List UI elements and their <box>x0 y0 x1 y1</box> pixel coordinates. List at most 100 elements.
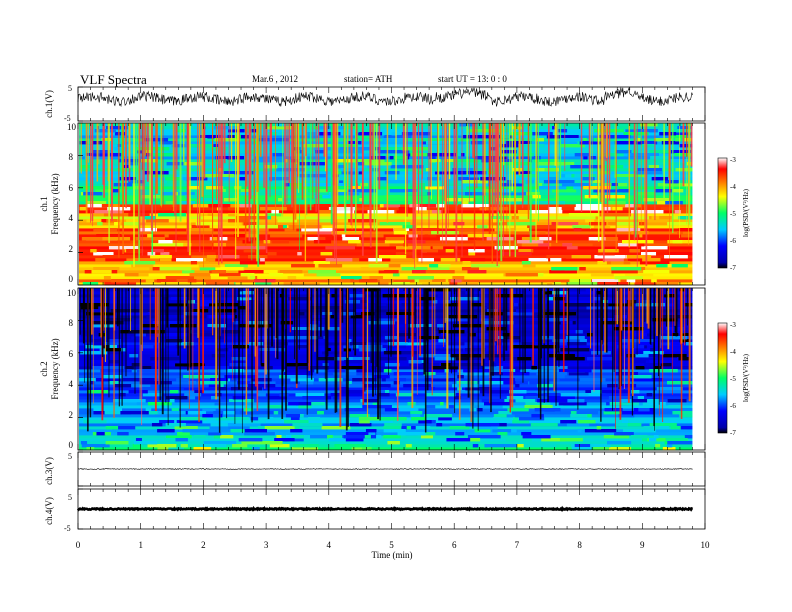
ch2-spectrogram-texture <box>171 408 179 412</box>
ch2-spectrogram-texture <box>179 417 207 421</box>
ch2-spectrogram-texture <box>494 306 525 310</box>
ch1-spectrogram-texture <box>91 270 112 274</box>
ch1-spectrogram-texture <box>318 264 343 268</box>
ch2-spectrogram-streak <box>82 288 85 344</box>
ch2-spectrogram-texture <box>269 294 280 298</box>
ch1-ylabel: ch.1(V) <box>44 90 54 118</box>
ch1-spectrogram-texture <box>678 228 693 232</box>
ch2-spec-ytick-8: 8 <box>69 318 74 328</box>
ch2-spectrogram-texture <box>502 369 514 373</box>
ch2-spectrogram-streak <box>679 288 682 345</box>
ch1-spectrogram-streak <box>395 123 397 180</box>
ch1-spectrogram-texture <box>597 282 629 286</box>
ch2-colorbar-tick: -7 <box>730 429 736 437</box>
ch1-colorbar-tick: -4 <box>730 183 736 191</box>
ch1-spectrogram-streak <box>344 123 347 233</box>
ch1-spectrogram-texture <box>379 204 384 208</box>
ch2-spectrogram-texture <box>450 363 483 367</box>
ch2-spectrogram-texture <box>539 375 565 379</box>
ch1-spectrogram-texture <box>414 210 438 214</box>
ch2-spectrogram-texture <box>478 354 512 358</box>
ch1-spectrogram-texture <box>498 201 530 205</box>
ch1-spectrogram-texture <box>158 240 173 244</box>
ch1-spectrogram-texture <box>192 123 211 127</box>
ch2-spectrogram-texture <box>269 366 273 370</box>
ch1-spectrogram-texture <box>287 276 297 280</box>
ch1-spectrogram-texture <box>452 276 465 280</box>
ch2-spectrogram-texture <box>279 393 289 397</box>
ch1-spectrogram-texture <box>359 198 363 202</box>
ch2-spectrogram-texture <box>680 426 693 430</box>
ch2-spectrogram-texture <box>121 411 149 415</box>
ch2-spectrogram-streak <box>118 288 120 407</box>
ch2-spectrogram-texture <box>541 438 566 442</box>
ch1-spectrogram-texture <box>348 141 362 145</box>
ch2-spectrogram-texture <box>637 396 645 400</box>
ch2-spectrogram-texture <box>150 357 180 361</box>
ch1-spectrogram-texture <box>494 165 519 169</box>
ch2-spectrogram-band <box>79 327 693 331</box>
ch1-spectrogram-streak <box>444 123 446 214</box>
ch2-spectrogram-streak <box>104 288 106 362</box>
ch1-spectrogram-streak <box>111 123 113 222</box>
ch1-spectrogram-streak <box>506 123 508 235</box>
ch1-spectrogram-texture <box>279 270 303 274</box>
ch2-spectrogram-streak <box>665 288 667 327</box>
ch2-spectrogram-texture <box>655 444 661 448</box>
ch1-spectrogram-texture <box>291 264 315 268</box>
ch1-spectrogram-streak <box>288 123 291 184</box>
ch3-waveform-line <box>77 468 693 470</box>
ch1-spectrogram-texture <box>276 168 306 172</box>
ch2-spectrogram-texture <box>349 423 372 427</box>
ch2-spectrogram-streak <box>149 288 151 340</box>
ch1-spectrogram-streak <box>294 123 297 220</box>
ch1-spectrogram-texture <box>227 276 248 280</box>
ch2-spectrogram-texture <box>232 444 248 448</box>
ch1-spectrogram-texture <box>643 198 670 202</box>
ch1-spectrogram-texture <box>656 264 688 268</box>
ch1-spectrogram-texture <box>440 219 460 223</box>
ch2-spectrogram-texture <box>393 372 424 376</box>
ch2-spectrogram-texture <box>90 381 95 385</box>
ch2-spectrogram-streak <box>320 288 322 337</box>
ch1-spectrogram-texture <box>592 279 619 283</box>
ch2-spectrogram-streak <box>89 288 92 418</box>
ch2-spectrogram-texture <box>237 306 246 310</box>
ch2-colorbar: -3 -4 -5 -6 -7 log(PSD/(V²/Hz) <box>717 321 750 437</box>
ch2-spectrogram-texture <box>272 336 288 340</box>
ch2-spectrogram-texture <box>410 414 421 418</box>
ch2-spectrogram-texture <box>531 366 537 370</box>
ch2-spectrogram-texture <box>288 402 299 406</box>
ch1-spectrogram-texture <box>501 252 532 256</box>
ch1-spectrogram-texture <box>417 171 423 175</box>
ch1-spectrogram-streak <box>179 123 182 222</box>
ch2-spectrogram-texture <box>359 288 378 292</box>
ch2-spectrogram-texture <box>358 417 392 421</box>
ch1-spectrogram-texture <box>336 225 350 229</box>
ch2-spectrogram-texture <box>474 429 491 433</box>
ch2-spectrogram-texture <box>654 366 662 370</box>
ch1-spectrogram-texture <box>380 204 401 208</box>
ch2-spectrogram-streak <box>188 288 190 409</box>
ch1-spectrogram-streak <box>497 123 499 212</box>
ch1-spectrogram-texture <box>222 237 246 241</box>
ch2-spectrogram-streak <box>189 288 192 368</box>
ch2-spectrogram-texture <box>420 435 433 439</box>
ch2-spectrogram-texture <box>193 435 206 439</box>
ch1-spectrogram-texture <box>534 159 559 163</box>
ch1-spectrogram-texture <box>421 249 439 253</box>
ch1-spectrogram-texture <box>166 162 185 166</box>
ch2-spectrogram-texture <box>351 447 364 451</box>
ch1-spectrogram-texture <box>277 219 298 223</box>
ch1-spectrogram-texture <box>573 186 583 190</box>
ch1-spectrogram-texture <box>641 144 655 148</box>
ch2-spectrogram-texture <box>411 426 416 430</box>
ch1-spectrogram-texture <box>453 222 465 226</box>
ch2-spectrogram-texture <box>80 441 88 445</box>
ch1-spectrogram-texture <box>513 159 529 163</box>
ch2-spectrogram-texture <box>574 300 591 304</box>
ch2-spectrogram-texture <box>383 429 406 433</box>
ch1-spectrogram-texture <box>371 156 386 160</box>
ch2-spectrogram-texture <box>91 339 106 343</box>
ch2-spectrogram-streak <box>263 288 265 328</box>
